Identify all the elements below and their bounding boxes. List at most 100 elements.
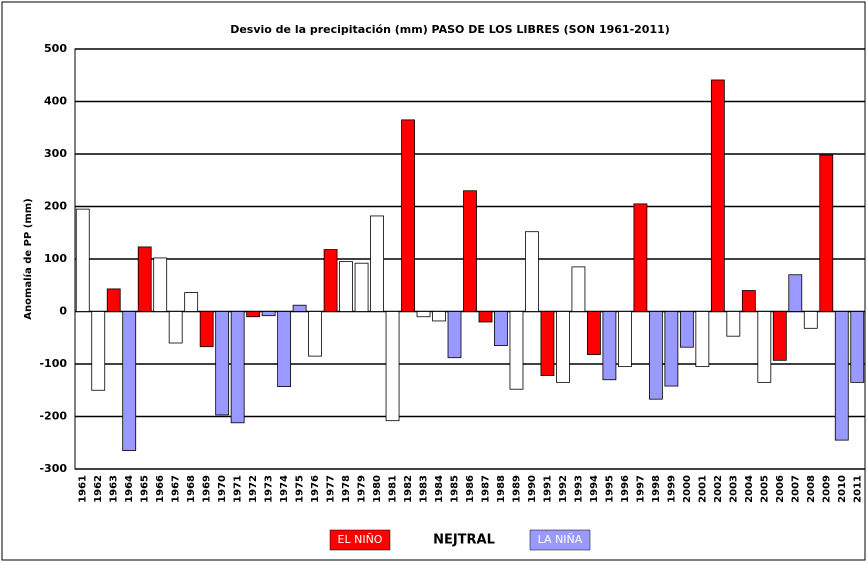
x-tick-label: 1963	[109, 475, 120, 503]
x-tick-label: 2006	[775, 475, 786, 503]
bar	[788, 274, 803, 312]
x-tick-label: 2011	[852, 475, 863, 503]
legend-swatch	[529, 529, 591, 551]
x-tick-label: 1975	[295, 475, 306, 503]
y-axis-label: Anomalía de PP (mm)	[22, 198, 34, 320]
bar	[757, 311, 772, 383]
x-tick-label: 2007	[790, 475, 801, 503]
y-tick-label: 0	[59, 305, 67, 318]
x-tick-label: 1970	[217, 475, 228, 503]
bar	[679, 311, 694, 348]
x-tick-label: 1962	[93, 475, 104, 503]
bar	[819, 154, 834, 312]
bar	[215, 311, 230, 416]
bar	[385, 311, 400, 422]
bar	[633, 203, 648, 312]
x-tick-label: 2010	[837, 475, 848, 503]
legend-label: NEJTRAL	[433, 533, 495, 548]
x-tick-label: 1997	[635, 475, 646, 503]
bar	[772, 311, 787, 361]
legend-label: EL NIÑO	[338, 533, 383, 546]
y-tick-label: 500	[44, 42, 67, 55]
bar	[509, 311, 524, 390]
bar	[168, 311, 183, 344]
bar	[648, 311, 663, 400]
x-tick-label: 1992	[558, 475, 569, 503]
bar	[540, 311, 555, 376]
bar	[370, 215, 384, 312]
x-tick-label: 2000	[682, 475, 693, 503]
x-tick-label: 1989	[511, 475, 522, 503]
bar	[463, 190, 477, 312]
bar	[261, 311, 276, 317]
bar	[153, 257, 168, 312]
y-tick-label: -300	[39, 462, 67, 475]
x-tick-label: 1988	[496, 475, 507, 503]
x-tick-label: 1982	[403, 475, 414, 503]
x-tick-label: 1998	[651, 475, 662, 503]
x-tick-label: 1987	[480, 475, 491, 503]
bar	[230, 311, 245, 424]
bar	[308, 311, 323, 357]
x-tick-label: 2003	[728, 475, 739, 503]
bar	[292, 304, 307, 312]
bar	[602, 311, 617, 381]
x-tick-label: 2002	[713, 475, 724, 503]
y-tick-label: -100	[39, 357, 67, 370]
x-tick-label: 1986	[465, 475, 476, 503]
x-tick-label: 1971	[233, 475, 244, 503]
bar	[850, 311, 865, 383]
x-tick-label: 1994	[589, 475, 600, 503]
bar	[401, 119, 415, 312]
x-tick-label: 1993	[573, 475, 584, 503]
x-tick-label: 1978	[341, 475, 352, 503]
x-tick-label: 1996	[620, 475, 631, 503]
bar	[246, 311, 261, 318]
bar	[525, 231, 539, 312]
x-tick-label: 1981	[388, 475, 399, 503]
bar	[91, 311, 106, 391]
x-tick-label: 1999	[666, 475, 677, 503]
bar	[75, 208, 90, 312]
y-tick-label: 300	[44, 147, 67, 160]
bar	[556, 311, 570, 383]
bar	[106, 288, 121, 312]
x-tick-label: 1976	[310, 475, 321, 503]
bar	[664, 311, 679, 387]
bar	[726, 311, 741, 337]
chart-title: Desvio de la precipitación (mm) PASO DE …	[230, 23, 670, 36]
bar	[277, 311, 292, 387]
legend-swatch	[430, 530, 498, 550]
y-tick-label: 200	[44, 200, 67, 213]
x-tick-label: 1984	[434, 475, 445, 503]
bar	[447, 311, 462, 359]
bar	[184, 292, 199, 312]
bar	[137, 246, 152, 312]
bar	[354, 262, 369, 312]
y-tick-label: 100	[44, 252, 67, 265]
bar	[494, 311, 508, 347]
x-tick-label: 2005	[759, 475, 770, 503]
x-tick-label: 1973	[264, 475, 275, 503]
x-tick-label: 1990	[527, 475, 538, 503]
bar	[122, 311, 137, 452]
x-tick-label: 1964	[124, 475, 135, 503]
x-tick-label: 1980	[372, 475, 383, 503]
bar	[339, 261, 353, 312]
bar	[803, 311, 818, 329]
bar	[432, 311, 446, 322]
legend-swatch	[329, 529, 391, 551]
bar	[416, 311, 431, 318]
x-tick-label: 1966	[155, 475, 166, 503]
bar	[323, 249, 338, 312]
x-tick-label: 2008	[806, 475, 817, 503]
x-tick-label: 1972	[248, 475, 259, 503]
x-tick-label: 1991	[542, 475, 553, 503]
x-tick-label: 1969	[202, 475, 213, 503]
x-tick-label: 1967	[171, 475, 182, 503]
bar	[710, 79, 725, 312]
bar	[571, 266, 586, 312]
x-tick-label: 2004	[744, 475, 755, 503]
bar	[199, 311, 214, 348]
